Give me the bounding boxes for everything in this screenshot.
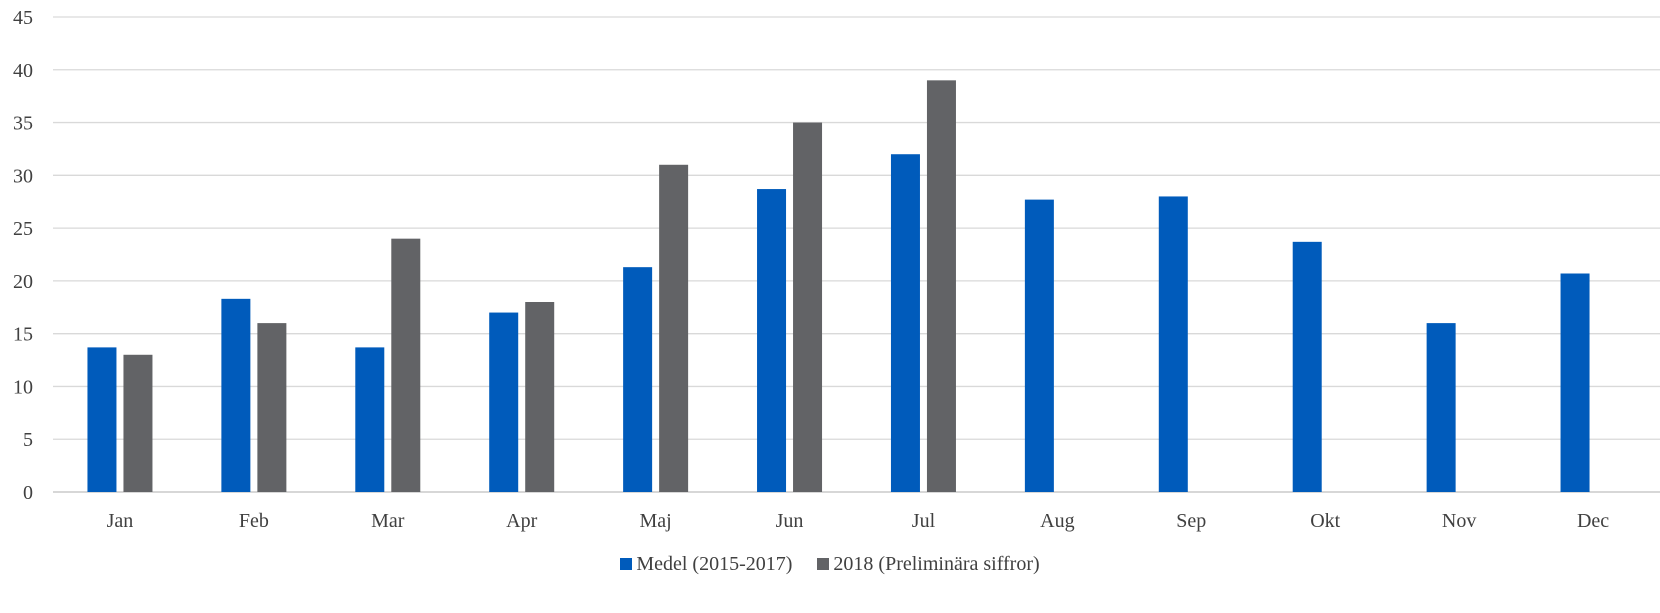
y-tick-label: 25 bbox=[13, 218, 33, 240]
bar-series-2 bbox=[926, 80, 956, 492]
x-axis-tick-labels: Jan Feb Mar Apr Maj Jun Jul Aug Sep Okt Nov Dec bbox=[107, 510, 1610, 532]
bar-series-1 bbox=[757, 189, 787, 493]
bar-series-2 bbox=[257, 323, 287, 492]
legend-swatch-series-1 bbox=[620, 558, 633, 570]
bar-series-1 bbox=[1158, 196, 1188, 492]
y-tick-label: 10 bbox=[13, 376, 33, 398]
bar-series-2 bbox=[525, 302, 555, 492]
x-tick-label: Okt bbox=[1310, 510, 1340, 532]
bar-series-1 bbox=[890, 154, 920, 492]
x-tick-label: Feb bbox=[239, 510, 269, 532]
y-tick-label: 30 bbox=[13, 165, 33, 187]
x-tick-label: Maj bbox=[640, 510, 672, 532]
legend-label-series-2: 2018 (Preliminära siffror) bbox=[833, 553, 1040, 575]
y-tick-label: 0 bbox=[23, 482, 33, 504]
x-tick-label: Jan bbox=[107, 510, 134, 532]
bar-series-2 bbox=[123, 354, 153, 492]
legend-item-series-2: 2018 (Preliminära siffror) bbox=[817, 553, 1040, 576]
x-tick-label: Apr bbox=[506, 510, 537, 532]
y-tick-label: 45 bbox=[13, 7, 33, 29]
bar-series-1 bbox=[221, 298, 251, 492]
y-tick-label: 40 bbox=[13, 60, 33, 82]
x-tick-label: Aug bbox=[1040, 510, 1074, 532]
bar-series-1 bbox=[1024, 199, 1054, 492]
x-tick-label: Dec bbox=[1577, 510, 1609, 532]
x-tick-label: Sep bbox=[1176, 510, 1206, 532]
gridlines bbox=[53, 16, 1660, 493]
bar-series-1 bbox=[355, 347, 385, 492]
x-tick-label: Jun bbox=[776, 510, 804, 532]
y-tick-label: 5 bbox=[23, 429, 33, 451]
bar-series-1 bbox=[1426, 323, 1456, 492]
x-tick-label: Mar bbox=[371, 510, 405, 532]
x-tick-label: Jul bbox=[912, 510, 936, 532]
bar-series-1 bbox=[87, 347, 117, 492]
bar-series-2 bbox=[793, 122, 823, 493]
bar-series-1 bbox=[623, 267, 653, 492]
x-tick-label: Nov bbox=[1442, 510, 1476, 532]
y-tick-label: 15 bbox=[13, 324, 33, 346]
bar-series-1 bbox=[489, 312, 519, 492]
bar-series-1 bbox=[1292, 241, 1322, 492]
bar-series-2 bbox=[659, 164, 689, 492]
legend-label-series-1: Medel (2015-2017) bbox=[636, 553, 793, 575]
bar-series-2 bbox=[391, 238, 421, 492]
y-tick-label: 35 bbox=[13, 113, 33, 135]
legend-item-series-1: Medel (2015-2017) bbox=[620, 553, 792, 576]
legend: Medel (2015-2017) 2018 (Preliminära siff… bbox=[0, 553, 1660, 576]
y-tick-label: 20 bbox=[13, 271, 33, 293]
bars bbox=[87, 80, 1590, 493]
legend-swatch-series-2 bbox=[817, 558, 830, 570]
y-axis-tick-labels: 0 5 10 15 20 25 30 35 40 45 bbox=[13, 7, 33, 504]
bar-series-1 bbox=[1560, 273, 1590, 492]
